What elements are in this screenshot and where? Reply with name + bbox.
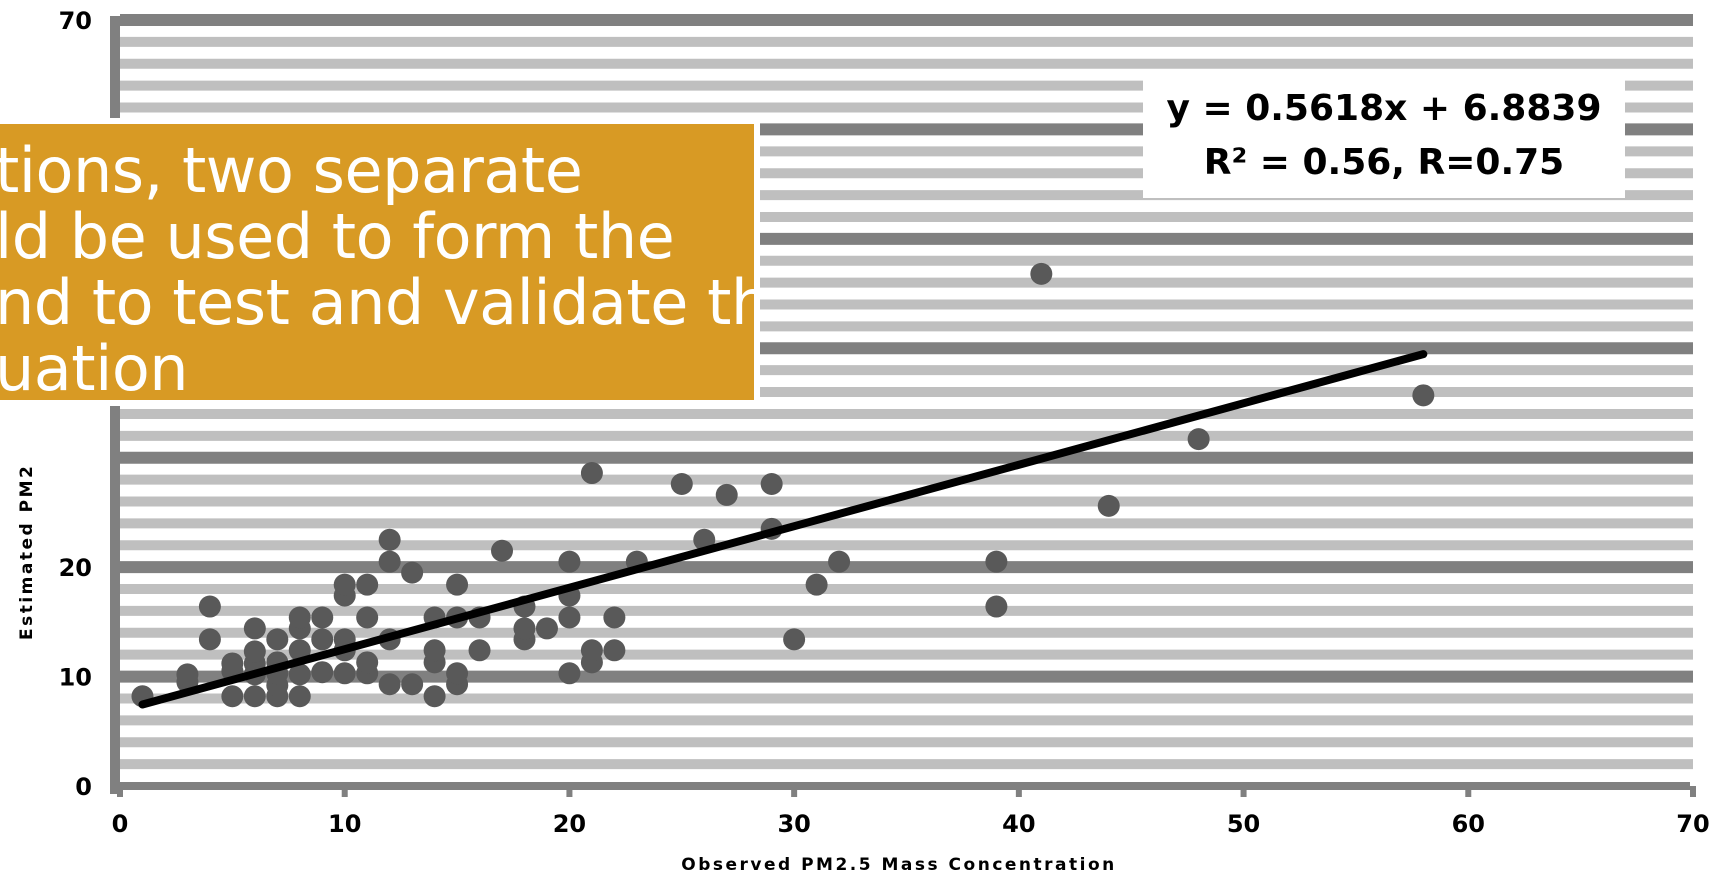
data-point [446, 573, 469, 596]
data-point [221, 685, 244, 708]
data-point [356, 573, 379, 596]
y-axis-title: Estimated PM2 [17, 464, 37, 640]
data-point [446, 662, 469, 685]
data-point [1412, 384, 1435, 407]
data-point [311, 661, 334, 684]
data-point [423, 639, 446, 662]
y-tick-label: 20 [59, 554, 92, 582]
data-point [378, 528, 401, 551]
data-point [243, 685, 266, 708]
data-point [243, 640, 266, 663]
data-point [558, 606, 581, 629]
data-point [401, 561, 424, 584]
trendline [138, 350, 1428, 709]
data-point [288, 639, 311, 662]
r-squared-text: R² = 0.56, R=0.75 [1204, 142, 1564, 183]
data-point [580, 639, 603, 662]
data-point [985, 550, 1008, 573]
data-point [243, 617, 266, 640]
data-point [198, 628, 221, 651]
data-point [288, 606, 311, 629]
data-point [1030, 262, 1053, 285]
data-point [266, 628, 289, 651]
data-point [715, 483, 738, 506]
x-tick-label: 60 [1452, 810, 1485, 838]
overlay-text: tions, two separate ld be used to form t… [0, 134, 754, 405]
data-point [198, 595, 221, 618]
x-tick-label: 30 [777, 810, 810, 838]
data-point [558, 662, 581, 685]
x-tick-label: 20 [553, 810, 586, 838]
data-point [783, 628, 806, 651]
data-point [423, 685, 446, 708]
data-point [1187, 428, 1210, 451]
data-point [288, 685, 311, 708]
equation-background [1143, 74, 1625, 198]
y-tick-labels: 0 10 20 70 [59, 7, 92, 801]
gridlines [120, 14, 1693, 770]
data-point [760, 472, 783, 495]
slide-text-overlay: tions, two separate ld be used to form t… [0, 118, 760, 406]
data-point [333, 573, 356, 596]
x-tick-label: 50 [1227, 810, 1260, 838]
data-point [311, 606, 334, 629]
data-point [333, 662, 356, 685]
data-point [378, 673, 401, 696]
data-point [513, 617, 536, 640]
data-point [356, 651, 379, 674]
data-point [401, 673, 424, 696]
data-point [805, 573, 828, 596]
data-point [670, 472, 693, 495]
data-point [535, 617, 558, 640]
data-point [378, 550, 401, 573]
data-point [468, 639, 491, 662]
x-tick-label: 10 [328, 810, 361, 838]
x-axis-line [110, 782, 1690, 790]
data-point [603, 606, 626, 629]
data-point [311, 628, 334, 651]
data-point [580, 462, 603, 485]
equation-box: y = 0.5618x + 6.8839 R² = 0.56, R=0.75 [1143, 74, 1625, 198]
x-tick-label: 70 [1676, 810, 1709, 838]
data-point [491, 539, 514, 562]
equation-text: y = 0.5618x + 6.8839 [1167, 88, 1602, 129]
data-point [176, 663, 199, 686]
data-point [221, 652, 244, 675]
x-axis-title: Observed PM2.5 Mass Concentration [681, 855, 1117, 872]
data-point [356, 606, 379, 629]
data-point [1097, 494, 1120, 517]
data-point [985, 595, 1008, 618]
y-tick-label: 0 [75, 773, 92, 801]
x-tick-labels: 0 10 20 30 40 50 60 70 [112, 786, 1710, 838]
data-point [828, 550, 851, 573]
y-tick-label: 10 [59, 664, 92, 692]
data-point [558, 550, 581, 573]
x-tick-label: 40 [1002, 810, 1035, 838]
data-point [603, 639, 626, 662]
x-tick-label: 0 [112, 810, 129, 838]
y-tick-label: 70 [59, 7, 92, 35]
data-point [288, 663, 311, 686]
